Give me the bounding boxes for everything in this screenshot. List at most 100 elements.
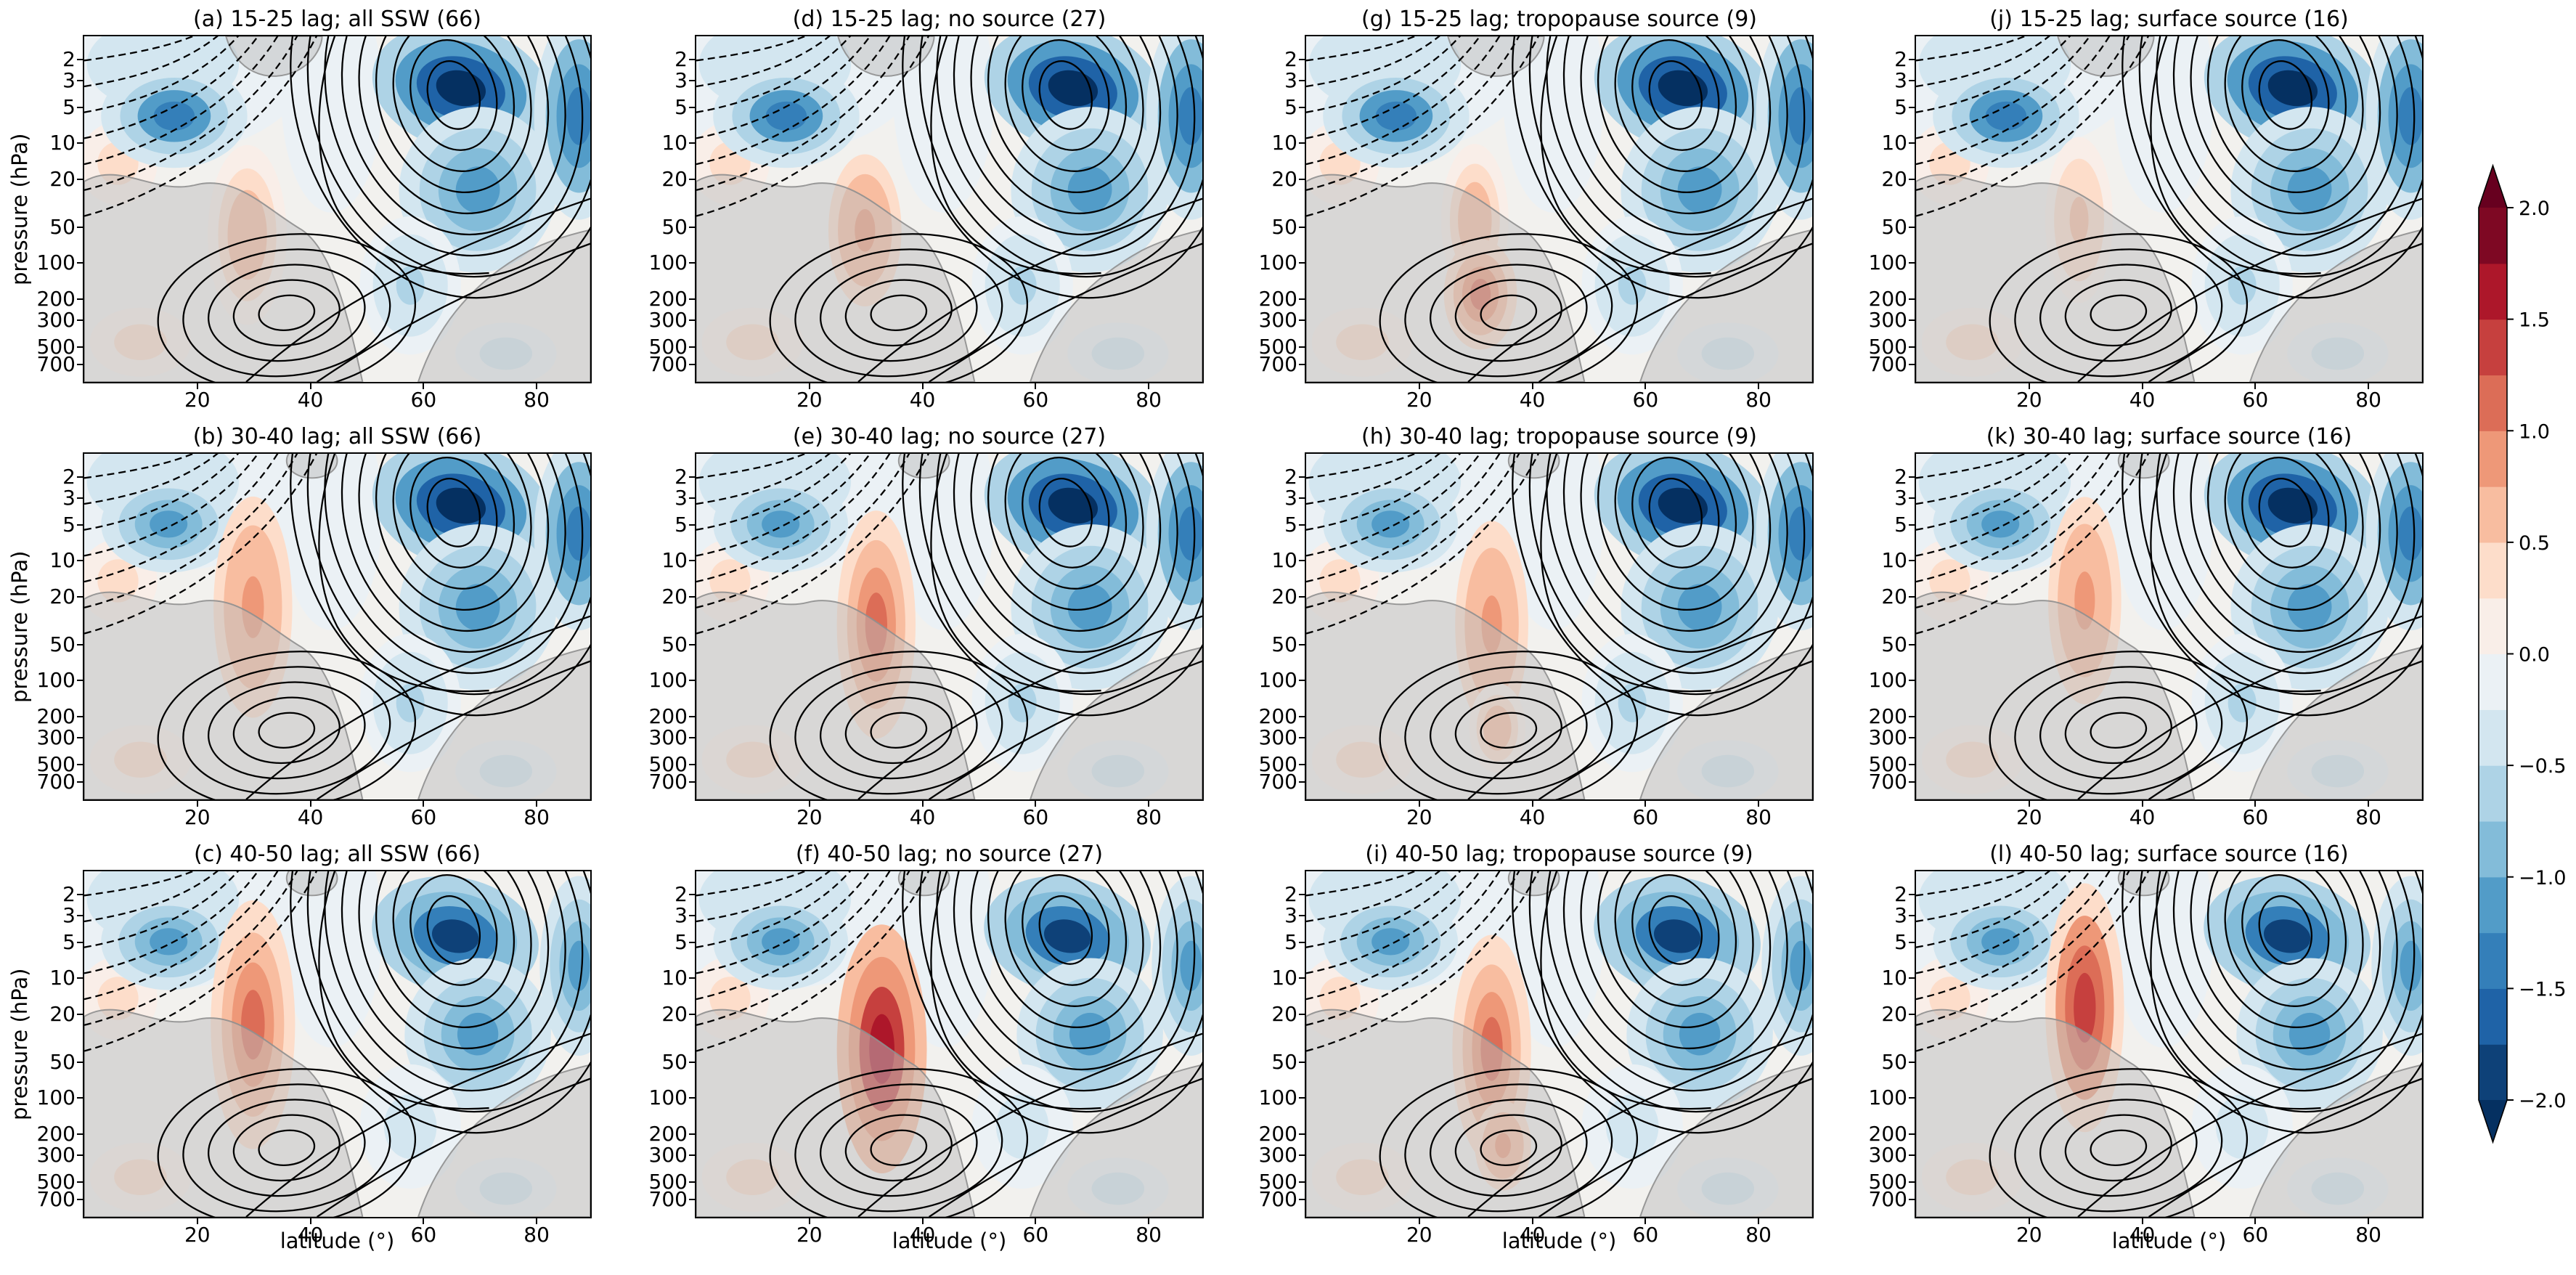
y-tick-mark (689, 737, 695, 739)
y-tick-mark (1299, 106, 1305, 108)
zonal-wind-contour-solid (318, 454, 489, 693)
zonal-wind-contour-solid (769, 651, 1029, 799)
zonal-wind-contour-solid (207, 264, 366, 362)
y-tick-mark (1299, 298, 1305, 301)
zonal-wind-contour-solid (341, 454, 566, 653)
colorbar-tick-label: 0.0 (2519, 644, 2550, 667)
zonal-wind-contour-solid (1540, 454, 1711, 693)
zonal-wind-contour-dashed (1306, 36, 1417, 62)
y-tick-mark (77, 106, 83, 108)
y-tick-mark (1909, 226, 1915, 228)
x-tick-mark (808, 383, 810, 389)
y-tick-mark (1299, 1061, 1305, 1063)
y-tick-mark (77, 524, 83, 526)
x-tick-label: 80 (523, 388, 550, 412)
zonal-wind-contour-solid (2224, 36, 2347, 172)
y-tick-label: 700 (36, 351, 76, 376)
cold-anomaly-contour (150, 928, 188, 956)
cold-anomaly-contour (436, 487, 486, 524)
y-tick-label: 200 (648, 287, 688, 311)
zonal-wind-contour-solid (375, 871, 532, 1029)
panel-title: (k) 30-40 lag; surface source (16) (1986, 424, 2352, 449)
cold-anomaly-contour (1788, 506, 1812, 561)
y-tick-label: 3 (1894, 68, 1907, 93)
x-tick-label: 20 (184, 805, 211, 829)
y-tick-label: 2 (1284, 882, 1297, 907)
y-tick-label: 100 (1868, 1085, 1907, 1110)
x-tick-mark (1531, 383, 1533, 389)
x-tick-mark (196, 383, 198, 389)
y-tick-mark (77, 781, 83, 783)
zonal-wind-contour-solid (2156, 871, 2416, 1092)
y-tick-mark (1909, 716, 1915, 718)
panel-title: (l) 40-50 lag; surface source (16) (1989, 842, 2349, 867)
zonal-wind-contour-dashed (84, 36, 259, 139)
cold-anomaly-contour (1653, 919, 1701, 953)
zonal-wind-contour-solid (316, 660, 590, 799)
y-tick-mark (77, 680, 83, 682)
zonal-wind-contour-solid (2090, 1129, 2148, 1166)
zonal-wind-contour-solid (2241, 873, 2330, 986)
y-tick-label: 10 (1881, 548, 1907, 573)
zonal-wind-contour-dashed (1916, 36, 2027, 62)
zonal-wind-contour-solid (936, 454, 1196, 675)
y-tick-label: 20 (661, 584, 688, 609)
colorbar: 2.0 1.5 1.0 0.5 0.0 −0.5 −1.0 −1.5 −2.0 (2469, 145, 2576, 1176)
cold-anomaly-contour (1658, 70, 1708, 107)
zonal-wind-contour-solid (290, 36, 590, 299)
zonal-wind-contour-solid (953, 454, 1178, 653)
y-tick-label: 10 (1271, 966, 1297, 990)
zonal-wind-contour-solid (258, 712, 316, 749)
zonal-wind-contour-dashed (696, 454, 807, 479)
y-tick-label: 2 (1284, 47, 1297, 72)
zonal-wind-contour-solid (318, 871, 489, 1110)
y-tick-mark (1909, 319, 1915, 322)
y-tick-mark (1909, 977, 1915, 979)
colorbar-segment (2479, 820, 2507, 878)
x-tick-mark (1531, 801, 1533, 807)
x-tick-label: 20 (184, 1223, 211, 1247)
y-tick-label: 300 (1868, 1143, 1907, 1168)
panel-i: (i) 40-50 lag; tropopause source (9) 20 4… (1259, 842, 1814, 1247)
y-tick-label: 500 (1868, 1169, 1907, 1194)
zonal-wind-contour-solid (1648, 478, 1703, 547)
nonsignificant-mask (1639, 646, 1812, 799)
y-tick-label: 10 (1881, 131, 1907, 155)
x-tick-label: 40 (909, 388, 936, 412)
x-tick-label: 60 (1022, 388, 1049, 412)
colorbar-tick-label: 0.5 (2519, 532, 2550, 555)
zonal-wind-contour-solid (1538, 660, 1812, 799)
y-tick-mark (1299, 363, 1305, 365)
zonal-wind-contour-solid (324, 36, 584, 257)
y-tick-mark (689, 524, 695, 526)
y-tick-label: 300 (648, 308, 688, 333)
y-tick-label: 10 (661, 966, 688, 990)
x-tick-mark (921, 801, 924, 807)
zonal-wind-contour-solid (409, 38, 498, 151)
contour-plot (1916, 871, 2422, 1217)
zonal-wind-contour-solid (1379, 651, 1639, 799)
y-tick-mark (1909, 1198, 1915, 1200)
y-tick-label: 200 (1868, 704, 1907, 729)
x-tick-label: 20 (2015, 388, 2042, 412)
zonal-wind-contour-solid (870, 712, 928, 749)
y-tick-mark (689, 476, 695, 478)
cold-anomaly-contour (1180, 940, 1202, 991)
zonal-wind-contour-dashed (84, 871, 259, 974)
y-tick-mark (689, 226, 695, 228)
y-tick-mark (689, 1154, 695, 1157)
zonal-wind-contour-solid (902, 454, 1202, 717)
y-tick-label: 100 (36, 1085, 76, 1110)
colorbar-tick-label: 1.5 (2519, 309, 2550, 332)
panel-title: (d) 15-25 lag; no source (27) (792, 7, 1106, 32)
zonal-wind-contour-solid (1429, 1099, 1588, 1197)
y-tick-label: 3 (1894, 903, 1907, 928)
y-tick-mark (1299, 894, 1305, 896)
y-tick-label: 200 (36, 1122, 76, 1146)
y-tick-mark (77, 977, 83, 979)
nonsignificant-mask (417, 1064, 590, 1217)
zonal-wind-contour-solid (794, 1083, 1003, 1213)
cold-anomaly-contour (1067, 584, 1112, 631)
zonal-wind-contour-solid (930, 871, 1101, 1110)
zonal-wind-contour-solid (1562, 871, 1788, 1071)
